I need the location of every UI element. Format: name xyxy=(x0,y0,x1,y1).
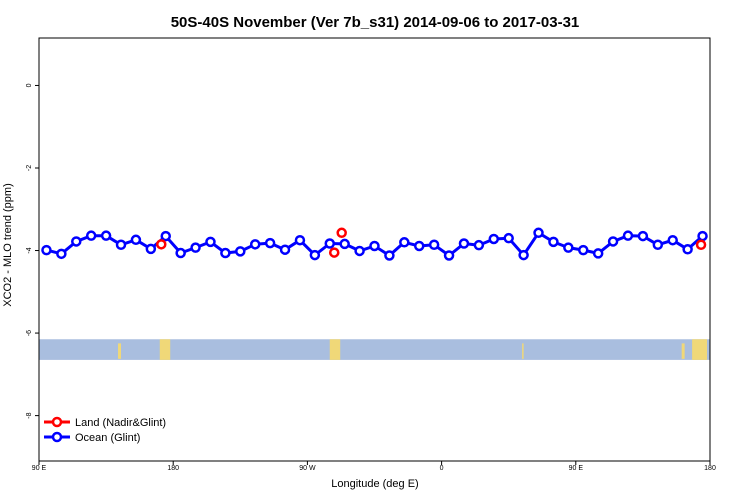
point-land-nadir-glint-0 xyxy=(156,239,167,250)
legend: Land (Nadir&Glint) Ocean (Glint) xyxy=(44,416,166,444)
x-tick-label-0: 90 E xyxy=(32,465,47,472)
map-land-0 xyxy=(118,343,122,359)
point-ocean-glint-9 xyxy=(175,247,186,259)
x-tick-label-4: 90 E xyxy=(569,465,584,472)
point-ocean-glint-29 xyxy=(473,239,485,251)
point-ocean-glint-43 xyxy=(682,244,693,255)
point-ocean-glint-33 xyxy=(533,227,544,239)
legend-marker-ocean-glint xyxy=(51,431,63,443)
point-ocean-glint-3 xyxy=(85,230,97,241)
y-tick-label-1: -2 xyxy=(26,165,33,171)
y-axis: 0 -2 -4 -6 -8 xyxy=(26,83,39,419)
legend-label-ocean-glint: Ocean (Glint) xyxy=(75,432,140,444)
point-ocean-glint-35 xyxy=(563,242,574,253)
y-tick-label-4: -8 xyxy=(26,412,33,418)
legend-label-land-nadir-glint: Land (Nadir&Glint) xyxy=(75,417,166,429)
x-tick-label-1: 180 xyxy=(167,465,179,472)
map-ocean xyxy=(39,339,710,360)
point-land-nadir-glint-3 xyxy=(695,239,707,251)
point-ocean-glint-38 xyxy=(607,236,619,247)
map-land-2 xyxy=(329,339,341,360)
x-tick-label-2: 90 W xyxy=(299,465,316,472)
y-tick-label-2: -4 xyxy=(26,247,33,253)
point-ocean-glint-28 xyxy=(458,238,470,249)
point-ocean-glint-10 xyxy=(190,242,201,253)
x-axis: 90 E 180 90 W 0 90 E 180 xyxy=(32,461,716,472)
point-ocean-glint-44 xyxy=(697,230,708,242)
point-ocean-glint-42 xyxy=(667,234,678,246)
point-ocean-glint-0 xyxy=(41,244,52,256)
point-ocean-glint-25 xyxy=(413,240,425,252)
point-ocean-glint-18 xyxy=(309,249,321,261)
point-ocean-glint-23 xyxy=(384,250,395,261)
point-ocean-glint-21 xyxy=(354,245,365,257)
point-ocean-glint-1 xyxy=(56,248,67,260)
point-ocean-glint-2 xyxy=(71,236,82,247)
point-ocean-glint-13 xyxy=(235,246,246,257)
point-ocean-glint-19 xyxy=(324,238,336,249)
point-ocean-glint-16 xyxy=(279,244,291,255)
point-ocean-glint-30 xyxy=(488,233,500,245)
map-land-1 xyxy=(159,339,171,360)
legend-marker-land-nadir-glint xyxy=(51,416,63,428)
plot-frame xyxy=(38,37,711,462)
point-ocean-glint-5 xyxy=(115,239,127,251)
point-ocean-glint-37 xyxy=(592,248,604,259)
point-ocean-glint-26 xyxy=(428,239,440,251)
point-ocean-glint-6 xyxy=(130,234,142,246)
x-tick-label-3: 0 xyxy=(440,465,444,472)
point-ocean-glint-32 xyxy=(518,249,529,261)
point-ocean-glint-39 xyxy=(622,230,634,241)
point-ocean-glint-36 xyxy=(578,244,589,256)
point-ocean-glint-34 xyxy=(548,236,559,248)
point-ocean-glint-24 xyxy=(399,237,410,248)
y-tick-label-3: -6 xyxy=(26,330,33,336)
point-ocean-glint-4 xyxy=(100,230,112,241)
point-ocean-glint-11 xyxy=(205,236,216,248)
chart-title: 50S-40S November (Ver 7b_s31) 2014-09-06… xyxy=(171,14,580,31)
point-ocean-glint-7 xyxy=(145,243,157,255)
point-ocean-glint-15 xyxy=(264,237,276,249)
point-ocean-glint-22 xyxy=(369,240,380,252)
point-ocean-glint-20 xyxy=(339,238,350,250)
map-band xyxy=(39,339,710,360)
point-land-nadir-glint-1 xyxy=(328,247,340,258)
map-land-4 xyxy=(681,343,685,359)
y-axis-label: XCO2 - MLO trend (ppm) xyxy=(2,183,14,306)
point-ocean-glint-12 xyxy=(220,247,231,259)
y-tick-label-0: 0 xyxy=(26,83,33,87)
point-ocean-glint-40 xyxy=(637,230,649,242)
x-tick-label-5: 180 xyxy=(704,465,716,472)
point-ocean-glint-31 xyxy=(503,232,514,244)
x-axis-label: Longitude (deg E) xyxy=(331,478,418,490)
map-land-5 xyxy=(692,339,708,360)
series-layer xyxy=(41,227,708,261)
point-ocean-glint-27 xyxy=(443,250,455,261)
point-ocean-glint-41 xyxy=(652,239,664,251)
map-land-3 xyxy=(522,343,524,359)
point-land-nadir-glint-2 xyxy=(336,227,347,239)
point-ocean-glint-8 xyxy=(160,230,171,242)
point-ocean-glint-14 xyxy=(249,239,261,250)
point-ocean-glint-17 xyxy=(294,234,306,246)
